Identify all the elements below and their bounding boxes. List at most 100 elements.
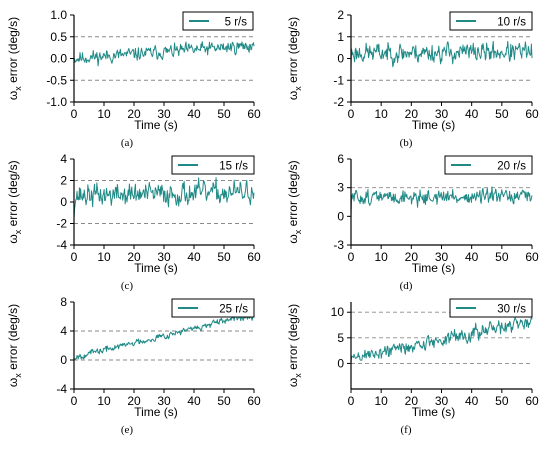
y-tick-label: 4 (60, 152, 67, 166)
chart-panel: 0 10 20 30 40 50 60 -4 -2 0 2 4 Time (s) ωx error (de… (6, 152, 261, 292)
y-axis-label-text: error (deg/s) (286, 160, 300, 229)
chart-panel: 0 10 20 30 40 50 60 0 5 10 Time (s) ωx error (deg/s… (286, 298, 539, 436)
series-line (73, 41, 255, 67)
y-tick-label: 0 (60, 353, 67, 367)
y-tick-label: -1 (333, 73, 344, 87)
y-axis-label-subscript: x (293, 229, 303, 234)
x-tick-label: 50 (217, 250, 231, 264)
panel-label: (b) (400, 137, 413, 149)
y-axis-label-symbol: ω (286, 234, 300, 243)
panel-label: (a) (121, 137, 134, 149)
x-tick-label: 10 (374, 107, 388, 121)
legend-label: 20 r/s (497, 161, 526, 173)
x-tick-label: 20 (405, 394, 419, 408)
chart-panel: 0 10 20 30 40 50 60 -2 -1 0 1 2 Time (s) ωx error (de… (286, 8, 539, 149)
y-tick-label: -3 (333, 238, 344, 252)
x-tick-label: 60 (525, 250, 539, 264)
legend-box (171, 298, 255, 318)
x-tick-label: 50 (217, 394, 231, 408)
series-line (350, 186, 533, 217)
x-tick-label: 40 (465, 107, 479, 121)
chart-panel: 0 10 20 30 40 50 60 -4 0 4 8 Time (s) ωx error (deg/… (6, 295, 261, 436)
y-axis-label: ωx error (deg/s) (286, 17, 303, 100)
y-tick-label: 2 (60, 174, 67, 188)
y-axis-label: ωx error (deg/s) (286, 160, 303, 243)
x-tick-label: 60 (247, 250, 261, 264)
x-tick-label: 40 (187, 394, 201, 408)
x-tick-label: 60 (525, 107, 539, 121)
y-axis-label-text: error (deg/s) (286, 17, 300, 86)
x-tick-label: 0 (71, 107, 78, 121)
x-axis-label: Time (s) (412, 118, 456, 132)
y-tick-label: -2 (56, 217, 67, 231)
y-tick-label: 10 (331, 305, 345, 319)
x-tick-label: 10 (97, 394, 111, 408)
x-tick-label: 60 (247, 394, 261, 408)
y-axis-label-text: error (deg/s) (6, 304, 20, 373)
y-tick-label: 1.0 (50, 8, 67, 22)
y-tick-label: -4 (56, 238, 67, 252)
y-axis-label-symbol: ω (6, 378, 20, 387)
y-axis-label-symbol: ω (286, 91, 300, 100)
x-tick-label: 0 (348, 250, 355, 264)
legend-label: 30 r/s (497, 304, 526, 316)
x-tick-label: 50 (495, 250, 509, 264)
y-axis-label-subscript: x (293, 86, 303, 91)
x-axis-label: Time (s) (134, 118, 178, 132)
x-tick-label: 30 (157, 250, 171, 264)
panel-label: (f) (401, 424, 412, 436)
series-line (350, 40, 533, 68)
series-line (350, 316, 533, 364)
y-tick-label: -1.0 (46, 95, 67, 109)
x-axis-label: Time (s) (134, 261, 178, 275)
legend-box (182, 11, 254, 31)
x-axis-label: Time (s) (134, 405, 178, 419)
y-axis-label-text: error (deg/s) (6, 160, 20, 229)
panel-label: (e) (121, 424, 134, 436)
legend-label: 25 r/s (219, 304, 248, 316)
x-tick-label: 20 (127, 394, 141, 408)
x-tick-label: 0 (348, 107, 355, 121)
chart-panel: 0 10 20 30 40 50 60 -3 0 3 6 Time (s) ωx error (deg/… (286, 152, 539, 292)
series-line (73, 313, 255, 361)
y-axis-label: ωx error (deg/s) (6, 17, 23, 100)
x-tick-label: 10 (97, 250, 111, 264)
y-tick-label: 3 (337, 181, 344, 195)
y-axis-label: ωx error (deg/s) (6, 160, 23, 243)
series-line (73, 177, 255, 220)
x-tick-label: 20 (127, 107, 141, 121)
y-tick-label: 0 (337, 209, 344, 223)
y-tick-label: 0 (337, 52, 344, 66)
x-tick-label: 30 (435, 250, 449, 264)
x-tick-label: 10 (97, 107, 111, 121)
x-tick-label: 10 (374, 250, 388, 264)
legend-label: 15 r/s (219, 161, 248, 173)
y-axis-label-symbol: ω (6, 91, 20, 100)
x-tick-label: 20 (405, 250, 419, 264)
y-axis-label-subscript: x (13, 373, 23, 378)
y-axis-label-subscript: x (293, 373, 303, 378)
x-tick-label: 20 (405, 107, 419, 121)
x-tick-label: 40 (187, 107, 201, 121)
y-axis-label: ωx error (deg/s) (286, 304, 303, 387)
x-tick-label: 30 (435, 394, 449, 408)
y-axis-label-subscript: x (13, 86, 23, 91)
y-tick-label: 5 (337, 331, 344, 345)
y-axis-label-text: error (deg/s) (6, 17, 20, 86)
x-tick-label: 50 (217, 107, 231, 121)
y-tick-label: 8 (60, 295, 67, 309)
y-tick-label: 0 (60, 195, 67, 209)
y-tick-label: 0.5 (50, 30, 67, 44)
y-axis-label-symbol: ω (286, 378, 300, 387)
legend-box (449, 298, 533, 318)
legend-box (449, 11, 533, 31)
x-tick-label: 40 (465, 250, 479, 264)
x-tick-label: 10 (374, 394, 388, 408)
y-tick-label: 0.0 (50, 52, 67, 66)
x-tick-label: 0 (348, 394, 355, 408)
x-tick-label: 40 (465, 394, 479, 408)
x-tick-label: 20 (127, 250, 141, 264)
y-tick-label: 6 (337, 152, 344, 166)
legend-label: 5 r/s (225, 17, 248, 29)
